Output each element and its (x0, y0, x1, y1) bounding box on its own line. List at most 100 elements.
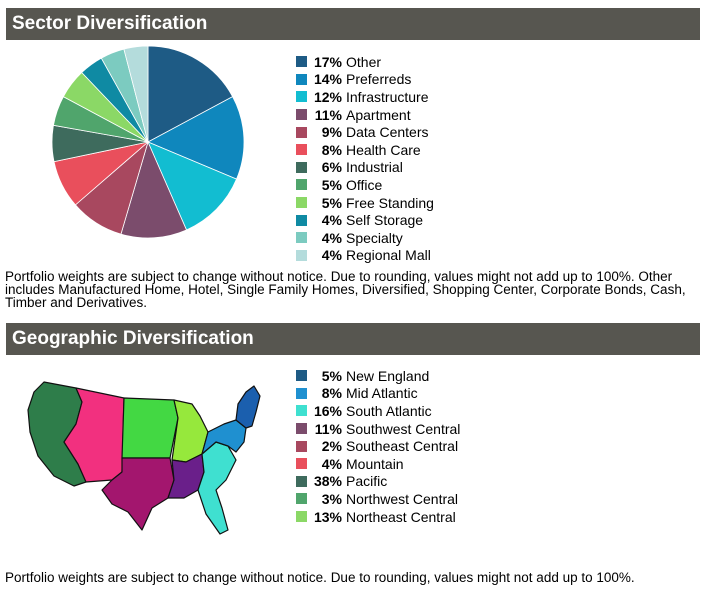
sector-legend-item: 4% Specialty (296, 229, 434, 247)
pie-slice-infrastructure (147, 141, 238, 231)
geographic-legend-swatch (296, 511, 307, 523)
sector-title: Sector Diversification (12, 13, 208, 34)
pie-slice-apartment (120, 140, 188, 239)
geographic-legend-item: 5% New England (296, 367, 460, 385)
sector-legend-value: 11% (314, 106, 342, 123)
geographic-legend-value: 3% (321, 490, 342, 507)
geographic-footnote: Portfolio weights are subject to change … (5, 570, 635, 585)
sector-legend-value: 4% (321, 229, 342, 246)
sector-legend-label: Apartment (346, 106, 411, 123)
sector-legend-value: 8% (321, 141, 342, 158)
geographic-legend-swatch (296, 458, 307, 470)
sector-legend-item: 5% Office (296, 176, 434, 194)
geographic-legend-item: 2% Southeast Central (296, 437, 460, 455)
sector-legend-swatch (296, 91, 307, 103)
geographic-legend-item: 3% Northwest Central (296, 490, 460, 508)
geographic-title: Geographic Diversification (12, 328, 254, 349)
pie-slice-preferreds (147, 96, 245, 180)
sector-legend-value: 17% (313, 53, 342, 70)
geographic-legend-value: 8% (321, 385, 342, 402)
geographic-legend-label: Northwest Central (346, 490, 459, 507)
sector-legend-label: Other (346, 53, 382, 70)
pie-slice-regional-mall (123, 45, 149, 143)
sector-legend-item: 8% Health Care (296, 141, 434, 159)
sector-legend-swatch (296, 56, 307, 68)
sector-legend-item: 14% Preferreds (296, 71, 434, 89)
us-map-icon (27, 381, 261, 535)
sector-legend-value: 14% (313, 71, 342, 88)
sector-legend-item: 6% Industrial (296, 159, 434, 177)
sector-legend-value: 12% (313, 88, 342, 105)
sector-legend-item: 11% Apartment (296, 106, 434, 124)
sector-legend-swatch (296, 232, 307, 244)
sector-legend-swatch (296, 197, 307, 209)
geographic-legend-label: New England (346, 367, 430, 384)
geographic-legend-swatch (296, 405, 307, 417)
geographic-legend-value: 4% (321, 455, 342, 472)
geographic-legend-item: 16% South Atlantic (296, 402, 460, 420)
sector-legend-value: 4% (321, 212, 342, 229)
sector-legend-item: 17% Other (296, 53, 434, 71)
sector-legend-item: 5% Free Standing (296, 194, 434, 212)
geographic-legend-swatch (296, 423, 307, 435)
geographic-legend-swatch (296, 387, 307, 399)
sector-legend-label: Regional Mall (346, 247, 431, 264)
geographic-legend: 5% New England 8% Mid Atlantic 16% South Atla… (296, 367, 460, 525)
sector-legend-value: 9% (321, 124, 342, 141)
sector-legend-swatch (296, 144, 307, 156)
map-region-northwest-central (121, 397, 179, 459)
sector-legend-label: Health Care (346, 141, 421, 158)
sector-legend-item: 12% Infrastructure (296, 88, 434, 106)
pie-slice-other (147, 45, 234, 143)
geographic-legend-label: Southwest Central (346, 420, 461, 437)
geographic-legend-item: 38% Pacific (296, 473, 460, 491)
map-region-new-england (235, 385, 261, 429)
geographic-legend-label: Mountain (346, 455, 404, 472)
geographic-legend-swatch (296, 370, 307, 382)
sector-footnote: Portfolio weights are subject to change … (5, 269, 686, 310)
geographic-legend-swatch (296, 493, 307, 505)
geographic-legend-value: 38% (313, 473, 342, 490)
geographic-legend-item: 11% Southwest Central (296, 420, 460, 438)
sector-legend-item: 9% Data Centers (296, 123, 434, 141)
sector-legend-swatch (296, 161, 307, 173)
geographic-legend-item: 13% Northeast Central (296, 508, 460, 526)
sector-legend-label: Specialty (346, 229, 403, 246)
sector-legend-value: 5% (321, 194, 342, 211)
geographic-legend-value: 13% (313, 508, 342, 525)
geographic-legend-swatch (296, 475, 307, 487)
geographic-legend-value: 2% (321, 438, 342, 455)
sector-legend-label: Self Storage (346, 212, 424, 229)
sector-legend-label: Free Standing (346, 194, 434, 211)
map-region-south-atlantic (197, 441, 237, 535)
geographic-legend-label: Southeast Central (346, 438, 459, 455)
geographic-legend-value: 16% (313, 402, 342, 419)
sector-legend-label: Preferreds (346, 71, 412, 88)
sector-legend-swatch (296, 214, 307, 226)
map-region-mid-atlantic (201, 419, 247, 455)
sector-legend-value: 5% (321, 176, 342, 193)
geographic-legend-value: 11% (314, 420, 342, 437)
geographic-legend-label: South Atlantic (346, 402, 432, 419)
sector-legend-item: 4% Regional Mall (296, 247, 434, 265)
sector-legend-value: 4% (321, 247, 342, 264)
sector-legend-label: Industrial (346, 159, 403, 176)
geographic-legend-value: 5% (321, 367, 342, 384)
sector-pie-chart (51, 45, 245, 239)
geographic-legend-label: Pacific (346, 473, 388, 490)
geographic-section-header: Geographic Diversification (6, 323, 700, 355)
sector-legend-swatch (296, 126, 307, 138)
sector-legend-label: Office (346, 176, 383, 193)
sector-legend-item: 4% Self Storage (296, 211, 434, 229)
sector-legend-label: Data Centers (346, 124, 429, 141)
sector-legend-swatch (296, 109, 307, 121)
sector-legend: 17% Other 14% Preferreds 12% Infrastructure 11… (296, 53, 434, 264)
sector-legend-swatch (296, 179, 307, 191)
sector-legend-swatch (296, 249, 307, 261)
geographic-legend-swatch (296, 440, 307, 452)
sector-legend-swatch (296, 73, 307, 85)
sector-section-header: Sector Diversification (6, 8, 700, 40)
geographic-legend-label: Northeast Central (346, 508, 456, 525)
geographic-legend-item: 4% Mountain (296, 455, 460, 473)
sector-legend-label: Infrastructure (346, 88, 429, 105)
